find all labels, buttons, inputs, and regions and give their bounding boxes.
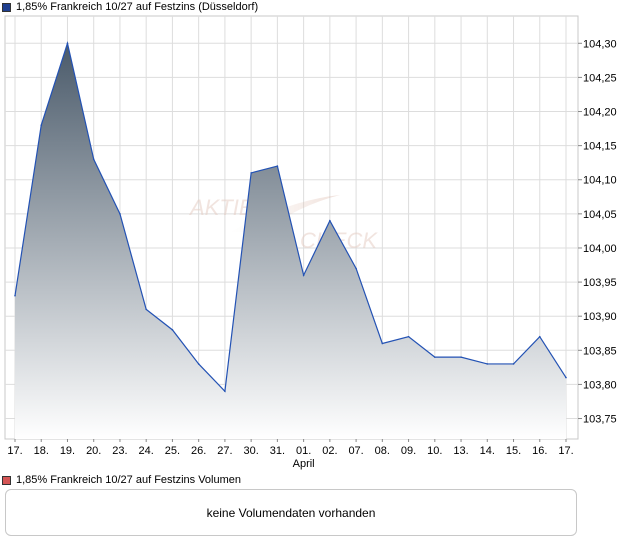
data-point — [171, 329, 174, 331]
x-tick-label: 14. — [480, 445, 495, 457]
y-tick-label: 103,90 — [583, 311, 617, 323]
volume-legend-swatch — [2, 475, 11, 485]
y-tick-label: 104,00 — [583, 243, 617, 255]
x-tick-label: 09. — [401, 445, 416, 457]
price-legend-label: 1,85% Frankreich 10/27 auf Festzins (Düs… — [16, 1, 259, 13]
volume-legend-label: 1,85% Frankreich 10/27 auf Festzins Volu… — [16, 474, 242, 486]
data-point — [565, 376, 567, 379]
x-tick-label: 19. — [60, 445, 75, 457]
data-point — [119, 213, 121, 215]
volume-panel: keine Volumendaten vorhanden — [5, 489, 577, 536]
x-month-label: April — [293, 458, 315, 470]
y-axis: 103,75 103,80 103,85 103,90 103,95 104,00 104,… — [578, 38, 617, 426]
x-tick-label: 26. — [191, 445, 206, 457]
x-tick-label: 17. — [558, 445, 573, 457]
data-point — [197, 363, 200, 365]
x-tick-label: 16. — [532, 445, 547, 457]
data-point — [512, 363, 515, 365]
volume-empty-message: keine Volumendaten vorhanden — [206, 505, 376, 520]
x-tick-label: 02. — [322, 445, 337, 457]
y-tick-label: 103,85 — [583, 345, 617, 357]
data-point — [40, 124, 43, 126]
x-tick-label: 08. — [375, 445, 390, 457]
data-point — [486, 363, 489, 365]
data-point — [407, 335, 410, 338]
x-tick-label: 20. — [86, 445, 101, 457]
y-tick-label: 103,80 — [583, 379, 617, 391]
x-tick-label: 30. — [243, 445, 258, 457]
price-line — [14, 41, 567, 393]
data-point — [92, 158, 95, 161]
data-point — [355, 267, 357, 270]
data-point — [302, 274, 305, 277]
data-point — [66, 42, 69, 45]
x-tick-label: 07. — [348, 445, 363, 457]
y-tick-label: 104,25 — [583, 72, 617, 84]
price-legend: 1,85% Frankreich 10/27 auf Festzins (Düs… — [2, 0, 258, 14]
data-point — [276, 165, 279, 167]
x-tick-label: 15. — [506, 445, 521, 457]
price-chart: AKTIEN CHECK 103,75103,80103,85103,90103… — [4, 15, 617, 470]
x-tick-label: 24. — [139, 445, 154, 457]
y-tick-label: 104,05 — [583, 209, 617, 221]
data-point — [224, 390, 226, 393]
price-area — [15, 43, 566, 439]
y-tick-label: 104,30 — [583, 38, 617, 50]
x-tick-label: 31. — [270, 445, 285, 457]
data-point — [434, 356, 436, 358]
x-tick-label: 01. — [296, 445, 311, 457]
y-tick-label: 104,10 — [583, 175, 617, 187]
y-tick-label: 103,95 — [583, 277, 617, 289]
data-point — [145, 308, 147, 311]
x-tick-label: 18. — [34, 445, 49, 457]
y-tick-label: 103,75 — [583, 414, 617, 426]
data-point — [14, 294, 16, 297]
data-point — [460, 356, 462, 358]
x-tick-label: 27. — [217, 445, 232, 457]
volume-legend: 1,85% Frankreich 10/27 auf Festzins Volu… — [2, 473, 241, 487]
data-point — [329, 219, 331, 222]
x-tick-label: 17. — [7, 445, 22, 457]
price-legend-swatch — [2, 2, 11, 12]
x-tick-label: 13. — [453, 445, 468, 457]
data-point — [538, 335, 541, 338]
x-axis: 17. 18. 19. 20. 23. 24. 25. 26. 27. 30. 31. 01. 02. 0… — [7, 439, 574, 470]
x-tick-label: 10. — [427, 445, 442, 457]
data-point — [250, 172, 252, 174]
data-point — [381, 342, 384, 345]
x-tick-label: 23. — [112, 445, 127, 457]
x-tick-label: 25. — [165, 445, 180, 457]
y-tick-label: 104,15 — [583, 141, 617, 153]
data-points — [14, 42, 567, 393]
y-tick-label: 104,20 — [583, 107, 617, 119]
